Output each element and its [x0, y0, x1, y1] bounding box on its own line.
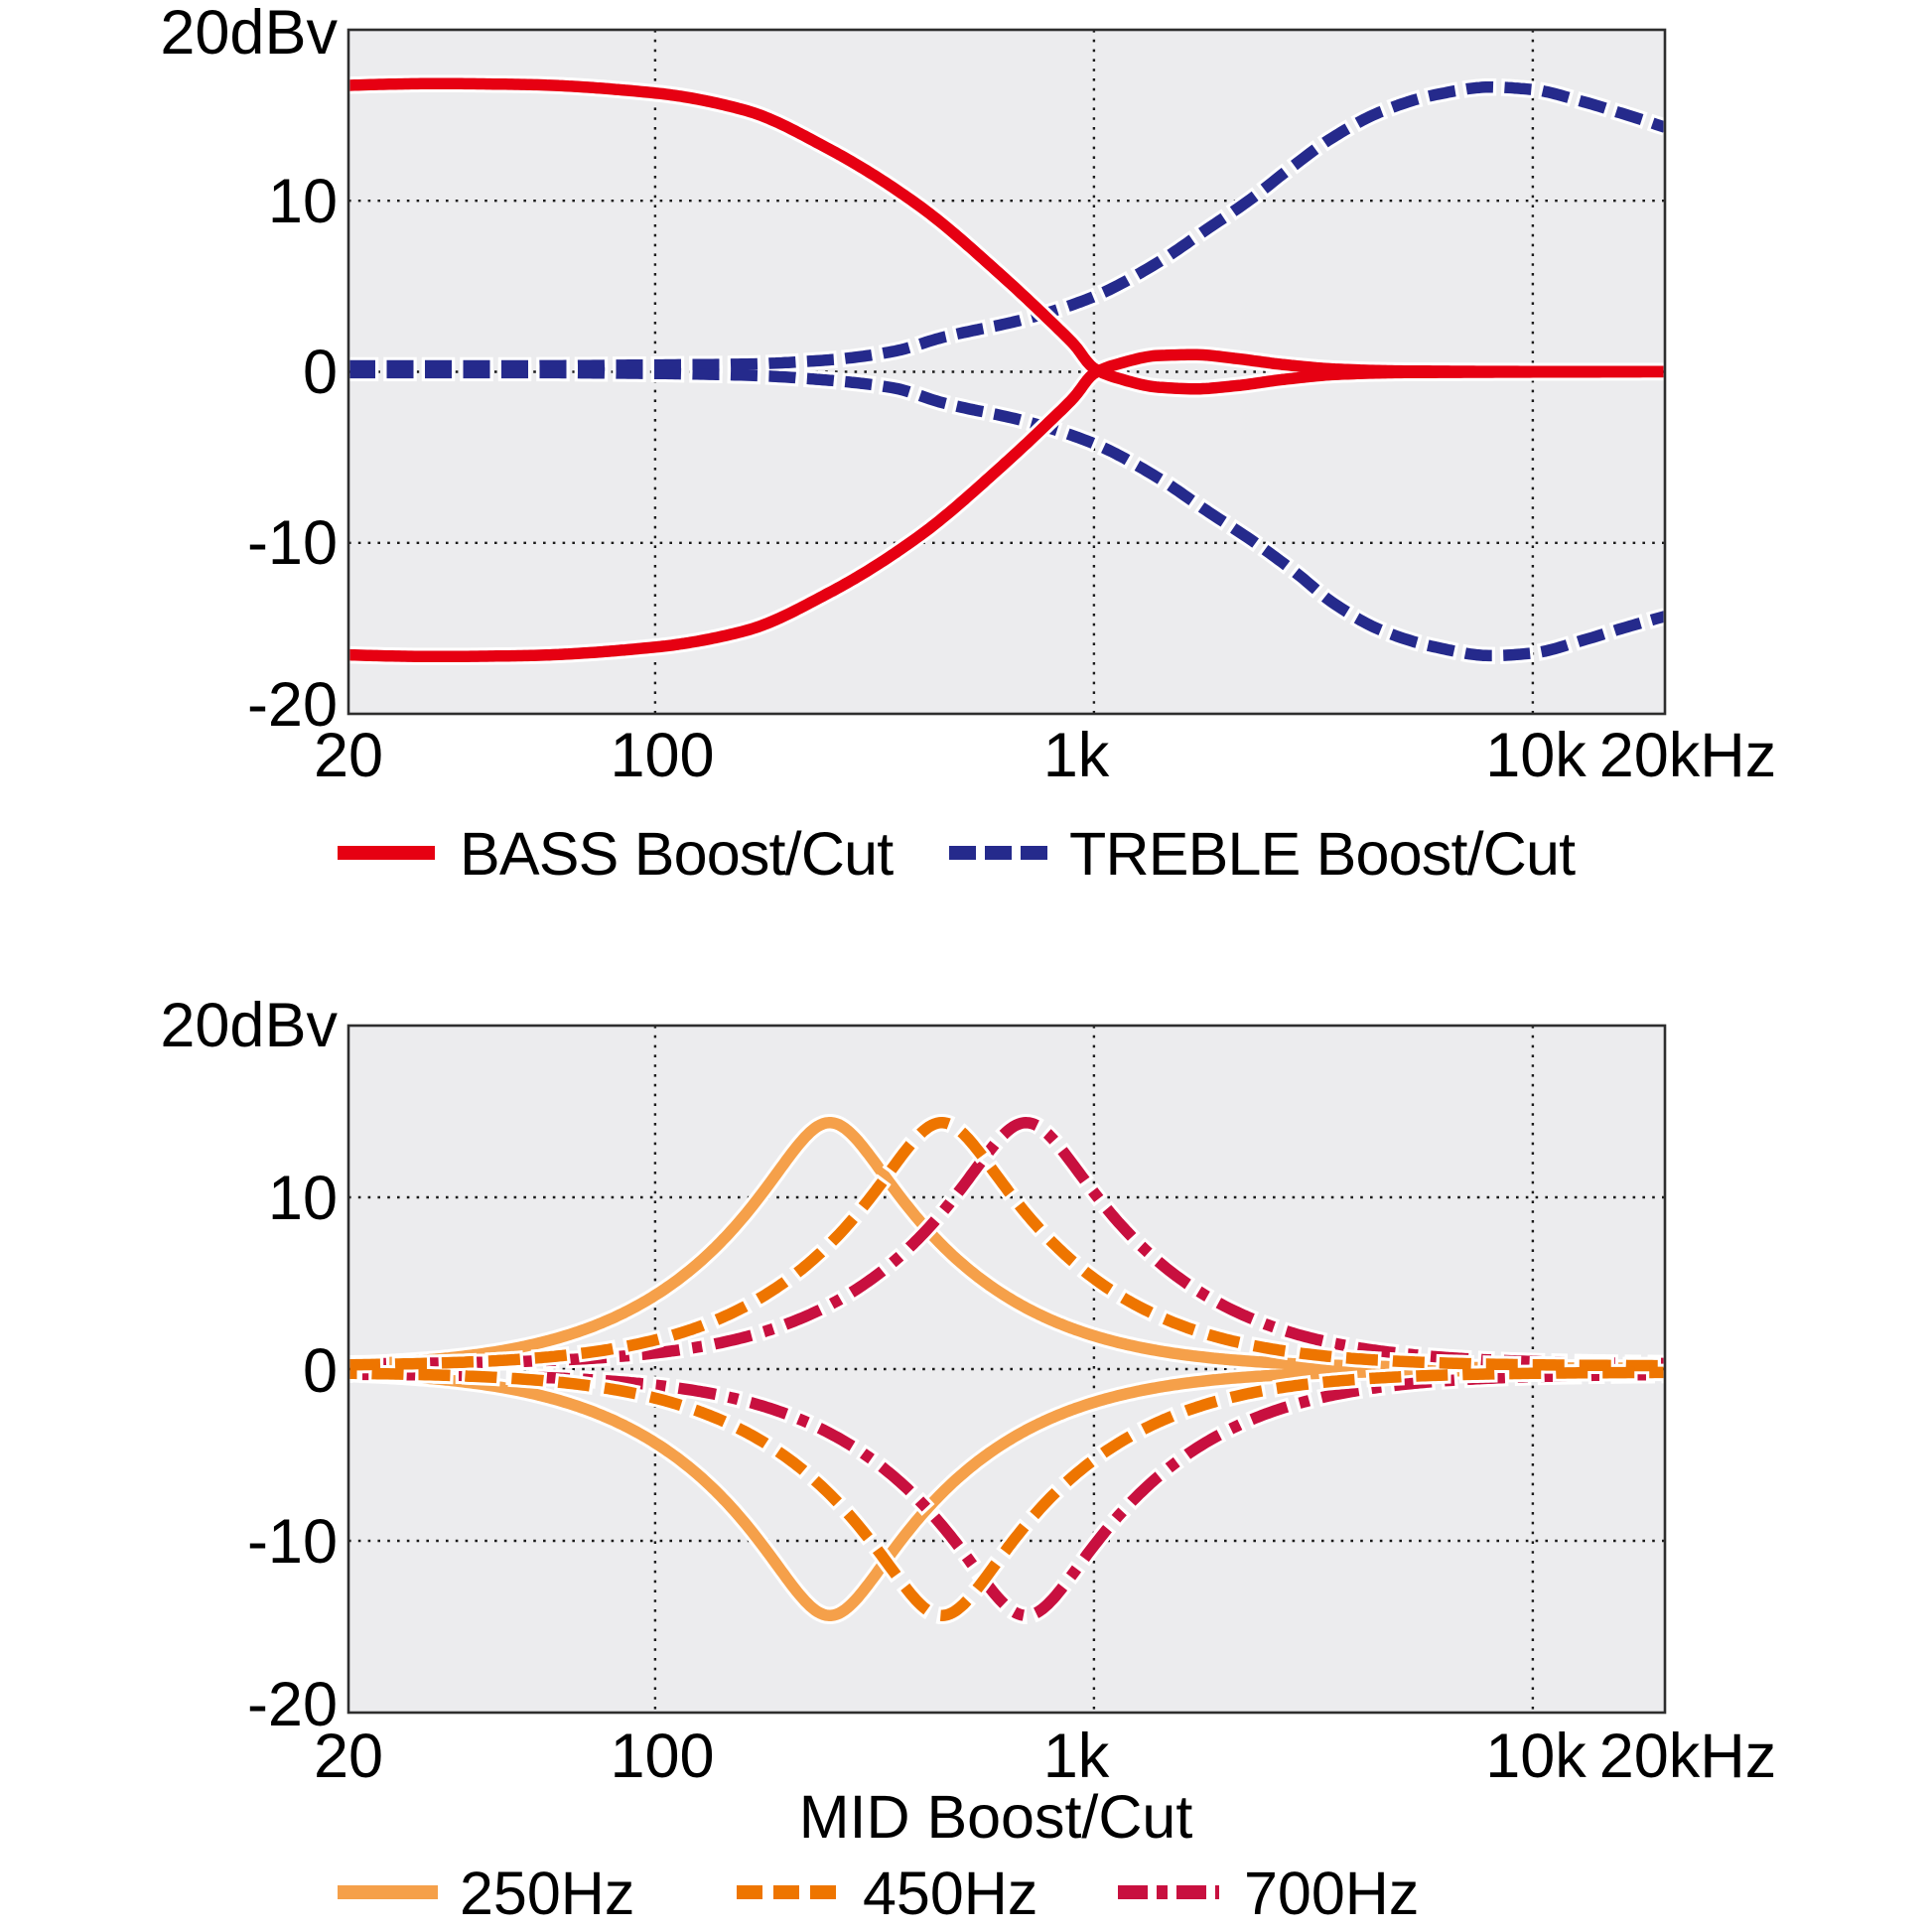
- svg-text:10k: 10k: [1485, 1722, 1587, 1791]
- svg-text:0: 0: [303, 1336, 338, 1406]
- svg-text:0: 0: [303, 338, 338, 407]
- svg-text:250Hz: 250Hz: [460, 1860, 634, 1927]
- svg-text:20dBv: 20dBv: [160, 0, 338, 68]
- svg-text:20dBv: 20dBv: [160, 991, 338, 1060]
- svg-text:100: 100: [610, 1722, 714, 1791]
- svg-text:-10: -10: [247, 508, 338, 578]
- svg-text:BASS Boost/Cut: BASS Boost/Cut: [460, 820, 894, 888]
- svg-text:20: 20: [314, 721, 383, 790]
- svg-text:-20: -20: [247, 1670, 338, 1739]
- svg-text:700Hz: 700Hz: [1244, 1860, 1419, 1927]
- svg-text:20: 20: [314, 1722, 383, 1791]
- svg-text:450Hz: 450Hz: [863, 1860, 1037, 1927]
- svg-text:10: 10: [268, 1164, 338, 1233]
- svg-text:20kHz: 20kHz: [1599, 721, 1777, 790]
- svg-text:TREBLE Boost/Cut: TREBLE Boost/Cut: [1069, 820, 1576, 888]
- svg-text:-10: -10: [247, 1507, 338, 1577]
- svg-text:MID Boost/Cut: MID Boost/Cut: [799, 1783, 1193, 1851]
- svg-text:1k: 1k: [1043, 1722, 1110, 1791]
- svg-text:20kHz: 20kHz: [1599, 1722, 1777, 1791]
- svg-text:10k: 10k: [1485, 721, 1587, 790]
- svg-text:100: 100: [610, 721, 714, 790]
- svg-text:10: 10: [268, 167, 338, 236]
- svg-text:1k: 1k: [1043, 721, 1110, 790]
- svg-text:-20: -20: [247, 670, 338, 740]
